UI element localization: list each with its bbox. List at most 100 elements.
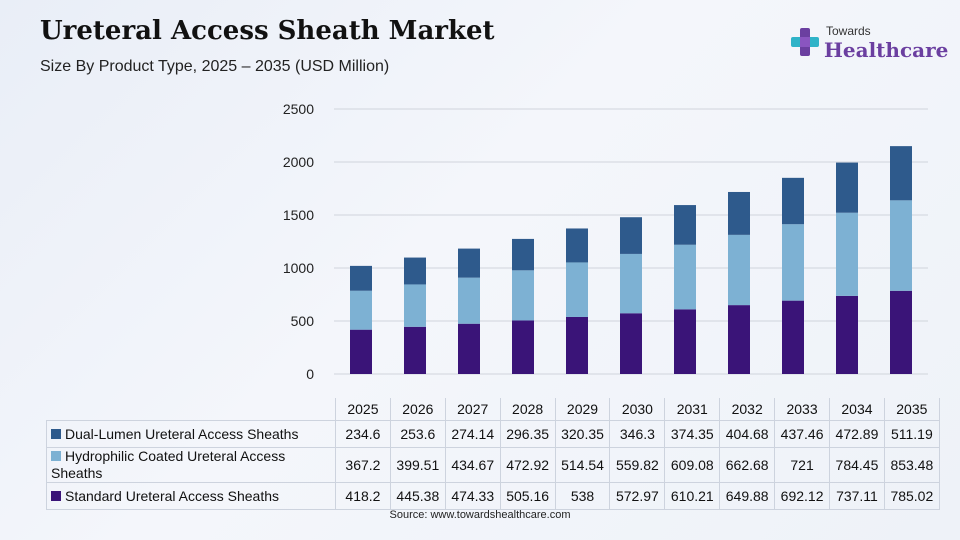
bar-dual-lumen [728, 191, 750, 235]
bar-standard [728, 305, 750, 374]
data-label: 505.16 [499, 482, 556, 510]
data-label: 274.14 [444, 420, 501, 448]
bar-hydrophilic [350, 290, 372, 330]
bar-standard [566, 316, 588, 374]
data-label: 474.33 [444, 482, 501, 510]
data-label: 610.21 [664, 482, 721, 510]
data-label: 234.6 [335, 420, 391, 448]
data-label: 399.51 [389, 447, 446, 483]
bar-hydrophilic [512, 270, 534, 321]
data-label: 538 [554, 482, 611, 510]
y-tick-label: 0 [306, 366, 314, 382]
bar-standard [836, 295, 858, 374]
data-label: 737.11 [829, 482, 885, 510]
bar-standard [620, 313, 642, 374]
x-tick-label: 2034 [829, 398, 885, 421]
data-label: 445.38 [389, 482, 446, 510]
legend-label: Dual-Lumen Ureteral Access Sheaths [65, 425, 299, 442]
chart-subtitle: Size By Product Type, 2025 – 2035 (USD M… [40, 58, 390, 75]
data-label: 367.2 [335, 447, 391, 483]
data-label: 320.35 [554, 420, 611, 448]
stacked-bar-chart: 0 500 1000 1500 2000 2500 [283, 101, 928, 382]
logo-text-healthcare: Healthcare [824, 38, 949, 62]
y-tick-label: 2000 [283, 154, 314, 170]
data-label: 296.35 [499, 420, 556, 448]
data-label: 559.82 [609, 447, 666, 483]
legend-label: Standard Ureteral Access Sheaths [65, 487, 280, 504]
source-note: Source: www.towardshealthcare.com [389, 509, 571, 521]
data-label: 437.46 [774, 420, 831, 448]
bar-dual-lumen [458, 248, 480, 278]
y-tick-label: 2500 [283, 101, 314, 117]
bar-hydrophilic [728, 234, 750, 306]
legend-swatch [51, 428, 61, 439]
data-label: 609.08 [664, 447, 721, 483]
bar-standard [674, 309, 696, 374]
y-tick-label: 1000 [283, 260, 314, 276]
legend-swatch [51, 451, 61, 461]
chart-title: Ureteral Access Sheath Market [40, 16, 495, 46]
x-tick-label: 2027 [444, 398, 501, 421]
legend-entry: Hydrophilic Coated Ureteral Access Sheat… [46, 447, 336, 483]
bar-hydrophilic [836, 212, 858, 296]
data-table: 2025 2026 2027 2028 2029 2030 2031 2032 2033 2034… [46, 398, 940, 510]
chart-bars [350, 146, 912, 374]
medical-cross-icon [791, 28, 819, 56]
x-tick-label: 2033 [774, 398, 831, 421]
bar-hydrophilic [566, 262, 588, 317]
bar-dual-lumen [404, 257, 426, 285]
bar-standard [458, 323, 480, 374]
data-label: 253.6 [389, 420, 446, 448]
x-tick-label: 2035 [883, 398, 940, 421]
bar-hydrophilic [890, 200, 912, 291]
bar-dual-lumen [620, 217, 642, 254]
x-tick-label: 2026 [389, 398, 446, 421]
x-tick-label: 2029 [554, 398, 611, 421]
data-label: 472.89 [829, 420, 885, 448]
bar-hydrophilic [782, 224, 804, 301]
data-label: 784.45 [829, 447, 885, 483]
data-label: 514.54 [554, 447, 611, 483]
data-label: 418.2 [335, 482, 391, 510]
data-label: 853.48 [883, 447, 940, 483]
bar-dual-lumen [890, 146, 912, 201]
bar-dual-lumen [782, 177, 804, 225]
data-label: 511.19 [883, 420, 940, 448]
bar-hydrophilic [620, 253, 642, 314]
data-label: 721 [774, 447, 831, 483]
bar-dual-lumen [836, 162, 858, 213]
x-tick-label: 2028 [499, 398, 556, 421]
legend-label: Hydrophilic Coated Ureteral Access Sheat… [51, 448, 286, 481]
bar-standard [512, 320, 534, 374]
data-label: 692.12 [774, 482, 831, 510]
data-label: 649.88 [719, 482, 776, 510]
legend-entry: Standard Ureteral Access Sheaths [46, 482, 336, 510]
data-label: 472.92 [499, 447, 556, 483]
row-hydrophilic: Hydrophilic Coated Ureteral Access Sheat… [46, 447, 940, 483]
bar-dual-lumen [512, 238, 534, 271]
bar-standard [890, 290, 912, 374]
legend-swatch [51, 490, 61, 501]
y-tick-label: 1500 [283, 207, 314, 223]
bar-standard [404, 326, 426, 374]
bar-standard [350, 329, 372, 374]
x-tick-label: 2025 [335, 398, 391, 421]
bar-dual-lumen [350, 265, 372, 291]
bar-dual-lumen [566, 228, 588, 263]
bar-standard [782, 300, 804, 374]
data-label: 374.35 [664, 420, 721, 448]
data-label: 434.67 [444, 447, 501, 483]
x-tick-label: 2032 [719, 398, 776, 421]
bar-hydrophilic [458, 277, 480, 324]
x-tick-label: 2030 [609, 398, 666, 421]
bar-hydrophilic [404, 284, 426, 327]
row-dual-lumen: Dual-Lumen Ureteral Access Sheaths 234.6 2… [46, 420, 940, 448]
y-tick-label: 500 [291, 313, 315, 329]
table-corner [47, 398, 336, 421]
logo-text-towards: Towards [826, 24, 871, 38]
row-standard: Standard Ureteral Access Sheaths 418.2 445… [46, 482, 940, 510]
bar-hydrophilic [674, 244, 696, 310]
data-label: 346.3 [609, 420, 666, 448]
data-label: 785.02 [883, 482, 940, 510]
brand-logo: Towards Healthcare [790, 22, 948, 66]
